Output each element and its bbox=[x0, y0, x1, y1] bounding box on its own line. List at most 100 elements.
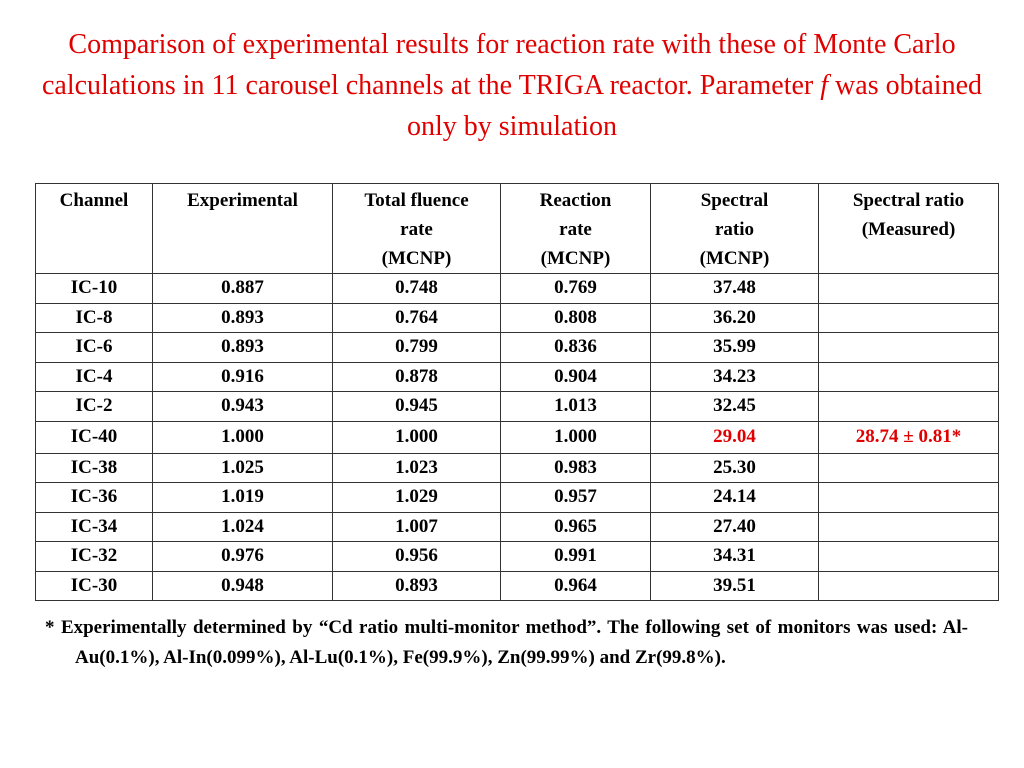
table-cell: 0.893 bbox=[152, 302, 333, 333]
table-row: IC-38 1.025 1.023 0.983 25.30 bbox=[35, 452, 999, 483]
table-cell: 39.51 bbox=[650, 570, 819, 601]
table-cell: 0.943 bbox=[152, 391, 333, 422]
table-cell: 1.000 bbox=[332, 420, 501, 454]
header-cell: Experimental bbox=[152, 183, 333, 274]
header-cell: Total fluence rate (MCNP) bbox=[332, 183, 501, 274]
measured-cell bbox=[818, 391, 999, 422]
table-row: IC-4 0.916 0.878 0.904 34.23 bbox=[35, 361, 999, 392]
measured-cell bbox=[818, 570, 999, 601]
title-italic: f bbox=[820, 70, 829, 101]
table-cell: 1.000 bbox=[500, 420, 651, 454]
footnote: * Experimentally determined by “Cd ratio… bbox=[45, 617, 968, 668]
table-cell: 0.893 bbox=[332, 570, 501, 601]
table-cell: IC-38 bbox=[35, 452, 153, 483]
table-cell: 1.013 bbox=[500, 391, 651, 422]
table-cell: IC-32 bbox=[35, 541, 153, 572]
table-row: IC-30 0.948 0.893 0.964 39.51 bbox=[35, 570, 999, 601]
table-cell: 0.887 bbox=[152, 273, 333, 304]
table-cell: 0.965 bbox=[500, 511, 651, 542]
table-cell: 0.991 bbox=[500, 541, 651, 572]
table-cell: 27.40 bbox=[650, 511, 819, 542]
header-text: rate bbox=[559, 219, 592, 240]
table-cell: IC-40 bbox=[35, 420, 153, 454]
measured-cell: 28.74 ± 0.81* bbox=[818, 420, 999, 454]
measured-cell bbox=[818, 273, 999, 304]
header-cell: Spectral ratio (MCNP) bbox=[650, 183, 819, 274]
table-cell: 1.019 bbox=[152, 482, 333, 513]
header-text: (Measured) bbox=[861, 219, 956, 240]
table-cell: IC-36 bbox=[35, 482, 153, 513]
table-cell: 0.948 bbox=[152, 570, 333, 601]
table-cell: 1.000 bbox=[152, 420, 333, 454]
table-cell: 29.04 bbox=[650, 420, 819, 454]
results-table: Channel Experimental Total fluence rate (MCN… bbox=[35, 183, 999, 601]
table-cell: 34.31 bbox=[650, 541, 819, 572]
table-cell: IC-30 bbox=[35, 570, 153, 601]
table-cell: 0.956 bbox=[332, 541, 501, 572]
header-text: (MCNP) bbox=[381, 248, 452, 269]
title-text: Comparison of experimental results for r… bbox=[41, 29, 956, 101]
header-text: Spectral bbox=[700, 190, 769, 211]
header-text: Total fluence bbox=[364, 190, 469, 211]
table-cell: IC-8 bbox=[35, 302, 153, 333]
table-cell: 34.23 bbox=[650, 361, 819, 392]
table-cell: 0.916 bbox=[152, 361, 333, 392]
table-cell: 0.976 bbox=[152, 541, 333, 572]
table-cell: 0.904 bbox=[500, 361, 651, 392]
table-cell: 1.024 bbox=[152, 511, 333, 542]
table-cell: 1.007 bbox=[332, 511, 501, 542]
table-cell: 36.20 bbox=[650, 302, 819, 333]
table-cell: 1.023 bbox=[332, 452, 501, 483]
table-cell: 0.893 bbox=[152, 332, 333, 363]
title-text: was obtained only by simulation bbox=[407, 70, 983, 142]
table-cell: 0.957 bbox=[500, 482, 651, 513]
table-cell: 0.964 bbox=[500, 570, 651, 601]
table-cell: IC-6 bbox=[35, 332, 153, 363]
table-cell: 32.45 bbox=[650, 391, 819, 422]
header-text: (MCNP) bbox=[540, 248, 611, 269]
table-row: IC-34 1.024 1.007 0.965 27.40 bbox=[35, 511, 999, 542]
header-cell: Spectral ratio (Measured) bbox=[818, 183, 999, 274]
header-cell: Reaction rate (MCNP) bbox=[500, 183, 651, 274]
measured-cell bbox=[818, 541, 999, 572]
measured-cell bbox=[818, 361, 999, 392]
table-row: IC-40 1.000 1.000 1.000 29.04 28.74 ± 0.81* bbox=[35, 420, 999, 454]
header-text: Experimental bbox=[187, 190, 298, 211]
table-cell: 0.799 bbox=[332, 332, 501, 363]
table-cell: 0.836 bbox=[500, 332, 651, 363]
header-text: ratio bbox=[714, 219, 755, 240]
table-cell: 25.30 bbox=[650, 452, 819, 483]
measured-cell bbox=[818, 511, 999, 542]
table-row: IC-10 0.887 0.748 0.769 37.48 bbox=[35, 273, 999, 304]
table-cell: IC-4 bbox=[35, 361, 153, 392]
table-row: IC-32 0.976 0.956 0.991 34.31 bbox=[35, 541, 999, 572]
table-cell: 0.945 bbox=[332, 391, 501, 422]
measured-cell bbox=[818, 302, 999, 333]
table-cell: 0.808 bbox=[500, 302, 651, 333]
measured-cell bbox=[818, 482, 999, 513]
header-row: Channel Experimental Total fluence rate (MCN… bbox=[35, 183, 999, 274]
header-text: (MCNP) bbox=[699, 248, 770, 269]
table-cell: 1.029 bbox=[332, 482, 501, 513]
table-row: IC-6 0.893 0.799 0.836 35.99 bbox=[35, 332, 999, 363]
table-cell: 0.764 bbox=[332, 302, 501, 333]
table-cell: 0.983 bbox=[500, 452, 651, 483]
header-text: Channel bbox=[59, 190, 129, 211]
table-row: IC-36 1.019 1.029 0.957 24.14 bbox=[35, 482, 999, 513]
table-row: IC-8 0.893 0.764 0.808 36.20 bbox=[35, 302, 999, 333]
measured-cell bbox=[818, 452, 999, 483]
table-cell: 0.769 bbox=[500, 273, 651, 304]
table-cell: 37.48 bbox=[650, 273, 819, 304]
header-text: Spectral ratio bbox=[852, 190, 965, 211]
header-text: Reaction bbox=[539, 190, 612, 211]
table-cell: 0.878 bbox=[332, 361, 501, 392]
table-cell: 24.14 bbox=[650, 482, 819, 513]
table-cell: IC-10 bbox=[35, 273, 153, 304]
header-cell: Channel bbox=[35, 183, 153, 274]
slide-title: Comparison of experimental results for r… bbox=[40, 24, 984, 147]
table-cell: 1.025 bbox=[152, 452, 333, 483]
table-cell: 0.748 bbox=[332, 273, 501, 304]
header-text: rate bbox=[400, 219, 433, 240]
table-cell: IC-34 bbox=[35, 511, 153, 542]
